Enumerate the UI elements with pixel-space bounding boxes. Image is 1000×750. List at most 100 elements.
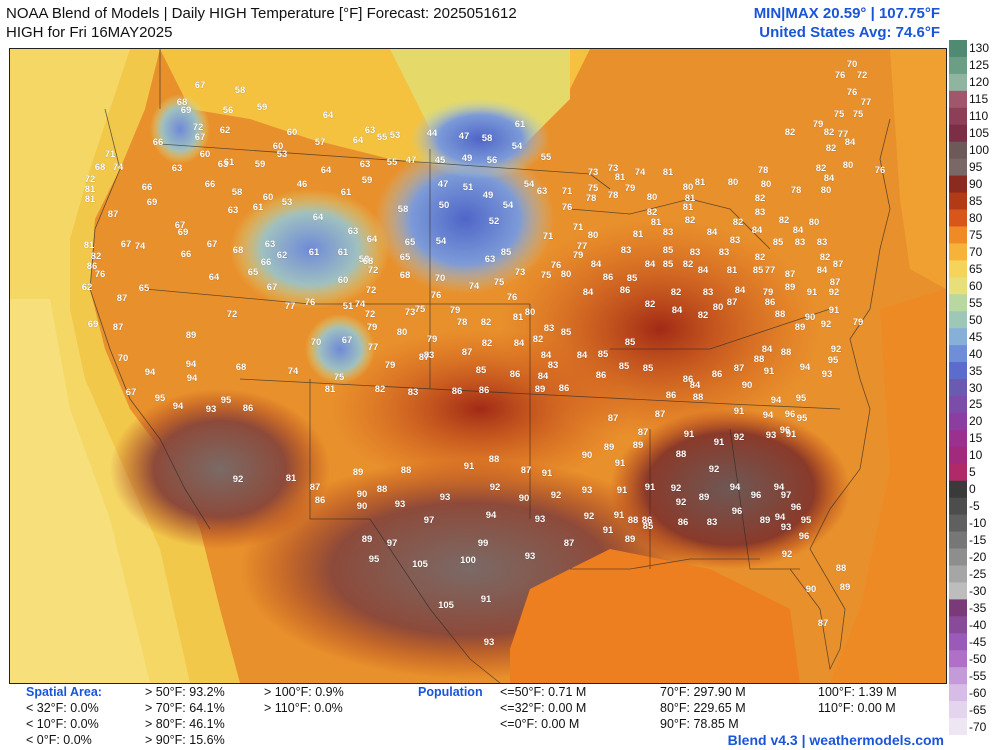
header-left: NOAA Blend of Models | Daily HIGH Temper… — [6, 4, 517, 42]
colorbar-tick-label: 45 — [969, 329, 983, 344]
temp-label: 91 — [734, 406, 745, 417]
temp-label: 61 — [338, 247, 349, 258]
temp-label: 82 — [779, 215, 790, 226]
temp-label: 76 — [431, 290, 442, 301]
colorbar-tick-label: 125 — [969, 58, 990, 73]
colorbar-tick-label: 110 — [969, 109, 989, 124]
temp-label: 86 — [452, 386, 463, 397]
temp-label: 76 — [847, 87, 858, 98]
temperature-map[interactable]: 67 56 58 59 68 69 66 63 72 67 62 63 60 61 59 60 57 64 60 53… — [9, 48, 947, 684]
temp-label: 91 — [481, 594, 492, 605]
temp-label: 83 — [690, 247, 701, 258]
temp-label: 85 — [598, 349, 609, 360]
temp-label: 91 — [829, 305, 840, 316]
colorbar-swatch — [949, 548, 967, 566]
temp-label: 64 — [321, 165, 332, 176]
temp-label: 62 — [220, 125, 231, 136]
colorbar-swatch — [949, 124, 967, 143]
temp-label: 78 — [586, 193, 597, 204]
temp-label: 49 — [483, 190, 494, 201]
temp-label: 83 — [548, 360, 559, 371]
temp-label: 87 — [818, 618, 829, 629]
temp-label: 94 — [145, 367, 156, 378]
footer-credit[interactable]: Blend v4.3 | weathermodels.com — [727, 732, 944, 748]
temp-label: 87 — [830, 277, 841, 288]
temp-label: 97 — [387, 538, 398, 549]
temp-label: 49 — [462, 153, 473, 164]
temp-label: 70 — [311, 337, 322, 348]
temp-label: 84 — [514, 338, 525, 349]
temp-label: 86 — [683, 374, 694, 385]
temp-label: 85 — [476, 365, 487, 376]
colorbar-swatch — [949, 40, 967, 58]
temp-label: 91 — [786, 429, 797, 440]
colorbar-swatch — [949, 90, 967, 109]
temp-label: 79 — [853, 317, 864, 328]
temp-label: 59 — [255, 159, 266, 170]
temp-label: 68 — [400, 270, 411, 281]
temp-label: 95 — [801, 515, 812, 526]
temp-label: 86 — [642, 515, 653, 526]
temp-label: 95 — [828, 355, 839, 366]
temp-label: 81 — [325, 384, 336, 395]
temp-label: 76 — [95, 269, 106, 280]
colorbar-tick-label: 0 — [969, 482, 976, 497]
population-stats-col4: <=50°F: 0.71 M <=32°F: 0.00 M <=0°F: 0.0… — [500, 684, 586, 732]
temp-label: 74 — [288, 366, 299, 377]
temp-label: 66 — [153, 137, 164, 148]
temp-label: 83 — [663, 227, 674, 238]
temp-label: 89 — [633, 440, 644, 451]
temp-label: 82 — [755, 193, 766, 204]
temp-label: 74 — [355, 299, 366, 310]
temp-label: 64 — [367, 234, 378, 245]
temp-label: 72 — [368, 265, 379, 276]
temp-label: 88 — [377, 484, 388, 495]
colorbar-swatch — [949, 328, 967, 346]
colorbar-tick-label: -25 — [969, 566, 987, 581]
temp-label: 92 — [734, 432, 745, 443]
temp-label: 84 — [707, 227, 718, 238]
temp-label: 80 — [761, 179, 772, 190]
temp-label: 88 — [693, 392, 704, 403]
temp-label: 76 — [562, 202, 573, 213]
colorbar-tick-label: 5 — [969, 465, 976, 480]
temp-label: 69 — [181, 105, 192, 116]
temp-label: 92 — [671, 483, 682, 494]
colorbar-tick-label: 120 — [969, 75, 990, 90]
temp-label: 95 — [797, 413, 808, 424]
colorbar-swatch — [949, 565, 967, 583]
temp-label: 73 — [515, 267, 526, 278]
temp-label: 94 — [800, 362, 811, 373]
stat-item: > 100°F: 0.9% — [264, 685, 344, 699]
temp-label: 67 — [195, 132, 206, 143]
temp-label: 78 — [791, 185, 802, 196]
temp-label: 62 — [82, 282, 93, 293]
temp-label: 67 — [175, 220, 186, 231]
temp-label: 67 — [121, 239, 132, 250]
temp-label: 64 — [313, 212, 324, 223]
temp-label: 87 — [734, 363, 745, 374]
temp-label: 100 — [460, 555, 476, 566]
colorbar-tick-label: 130 — [969, 41, 990, 56]
temp-label: 70 — [435, 273, 446, 284]
temp-label: 93 — [781, 522, 792, 533]
temp-label: 83 — [621, 245, 632, 256]
temp-label: 83 — [424, 350, 435, 361]
temp-label: 76 — [507, 292, 518, 303]
temp-label: 83 — [755, 207, 766, 218]
temp-label: 89 — [362, 534, 373, 545]
colorbar-swatch — [949, 311, 967, 329]
temp-label: 74 — [469, 281, 480, 292]
temp-label: 84 — [817, 265, 828, 276]
colorbar-tick-label: 10 — [969, 448, 983, 463]
temp-label: 81 — [685, 193, 696, 204]
temp-label: 93 — [206, 404, 217, 415]
temp-label: 92 — [584, 511, 595, 522]
colorbar-swatch — [949, 141, 967, 160]
stat-item: <=0°F: 0.00 M — [500, 717, 580, 731]
header-right: MIN|MAX 20.59° | 107.75°F United States … — [754, 4, 940, 42]
temp-label: 86 — [678, 517, 689, 528]
temp-label: 71 — [573, 222, 584, 233]
colorbar-tick-label: 70 — [969, 244, 983, 259]
